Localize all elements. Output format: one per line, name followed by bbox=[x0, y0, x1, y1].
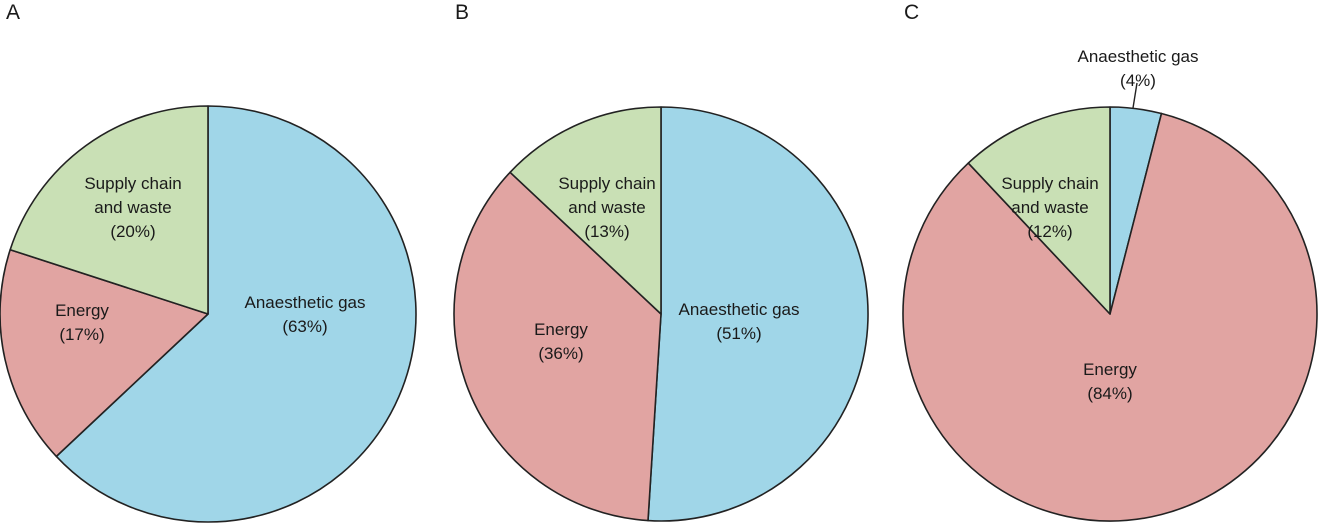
panel-c-letter: C bbox=[904, 1, 919, 24]
pie-c-callout-line bbox=[1132, 82, 1138, 109]
pie-b-label-line: Supply chain bbox=[558, 174, 655, 193]
pie-b-label-line: (36%) bbox=[538, 344, 583, 363]
pie-b-label-line: Anaesthetic gas bbox=[679, 300, 800, 319]
pie-a-slice-energy bbox=[0, 248, 209, 458]
panel-c: C Anaesthetic gas (4%) Energy (84%) Supply c… bbox=[902, 1, 1318, 522]
pie-chart-b: Anaesthetic gas (51%) Energy (36%) Supply ch… bbox=[453, 106, 869, 522]
panel-a-letter: A bbox=[6, 1, 20, 24]
pie-c-label-line: Anaesthetic gas bbox=[1078, 47, 1199, 66]
pie-c-label-line: and waste bbox=[1011, 198, 1089, 217]
pie-c-label-line: Energy bbox=[1083, 360, 1137, 379]
pie-c-slice-supply-chain-and-waste bbox=[967, 106, 1111, 315]
panel-b: B Anaesthetic gas (51%) Energy (36%) Supply … bbox=[453, 1, 869, 522]
pie-a-label-line: (63%) bbox=[282, 317, 327, 336]
pie-b-label-anaesthetic-gas: Anaesthetic gas (51%) bbox=[679, 300, 800, 343]
pie-a-label-line: (20%) bbox=[110, 222, 155, 241]
pie-b-label-line: and waste bbox=[568, 198, 646, 217]
pie-c-label-energy: Energy (84%) bbox=[1083, 360, 1137, 403]
pie-b-slice-anaesthetic-gas bbox=[647, 106, 869, 522]
pie-b-slice-supply-chain-and-waste bbox=[509, 106, 662, 315]
pie-a-label-line: Supply chain bbox=[84, 174, 181, 193]
pie-b-label-line: (13%) bbox=[584, 222, 629, 241]
pie-a-label-line: Anaesthetic gas bbox=[245, 293, 366, 312]
pie-a-label-anaesthetic-gas: Anaesthetic gas (63%) bbox=[245, 293, 366, 336]
pie-chart-a: Anaesthetic gas (63%) Energy (17%) Supply ch… bbox=[0, 105, 417, 523]
pie-c-label-anaesthetic-gas: Anaesthetic gas (4%) bbox=[1078, 47, 1199, 90]
pie-c-label-line: Supply chain bbox=[1001, 174, 1098, 193]
pie-a-slice-supply-chain-and-waste bbox=[9, 105, 209, 315]
pie-b-label-energy: Energy (36%) bbox=[534, 320, 588, 363]
pie-a-slice-anaesthetic-gas bbox=[55, 105, 417, 523]
pie-b-label-line: (51%) bbox=[716, 324, 761, 343]
pie-b-label-line: Energy bbox=[534, 320, 588, 339]
panel-a: A Anaesthetic gas (63%) Energy (17%) Supply … bbox=[0, 1, 417, 523]
pie-b-label-supply-chain-and-waste: Supply chain and waste (13%) bbox=[558, 174, 655, 241]
pie-b-slice-energy bbox=[453, 171, 662, 522]
panel-b-letter: B bbox=[455, 1, 469, 24]
pie-chart-c: Anaesthetic gas (4%) Energy (84%) Supply cha… bbox=[902, 47, 1318, 522]
pie-a-label-line: (17%) bbox=[59, 325, 104, 344]
pie-a-label-line: Energy bbox=[55, 301, 109, 320]
pie-c-label-line: (12%) bbox=[1027, 222, 1072, 241]
pie-c-label-supply-chain-and-waste: Supply chain and waste (12%) bbox=[1001, 174, 1098, 241]
pie-c-slice-energy bbox=[902, 112, 1318, 522]
pie-c-label-line: (84%) bbox=[1087, 384, 1132, 403]
pie-a-label-energy: Energy (17%) bbox=[55, 301, 109, 344]
pie-a-label-supply-chain-and-waste: Supply chain and waste (20%) bbox=[84, 174, 181, 241]
pie-c-label-line: (4%) bbox=[1120, 71, 1156, 90]
pie-a-label-line: and waste bbox=[94, 198, 172, 217]
